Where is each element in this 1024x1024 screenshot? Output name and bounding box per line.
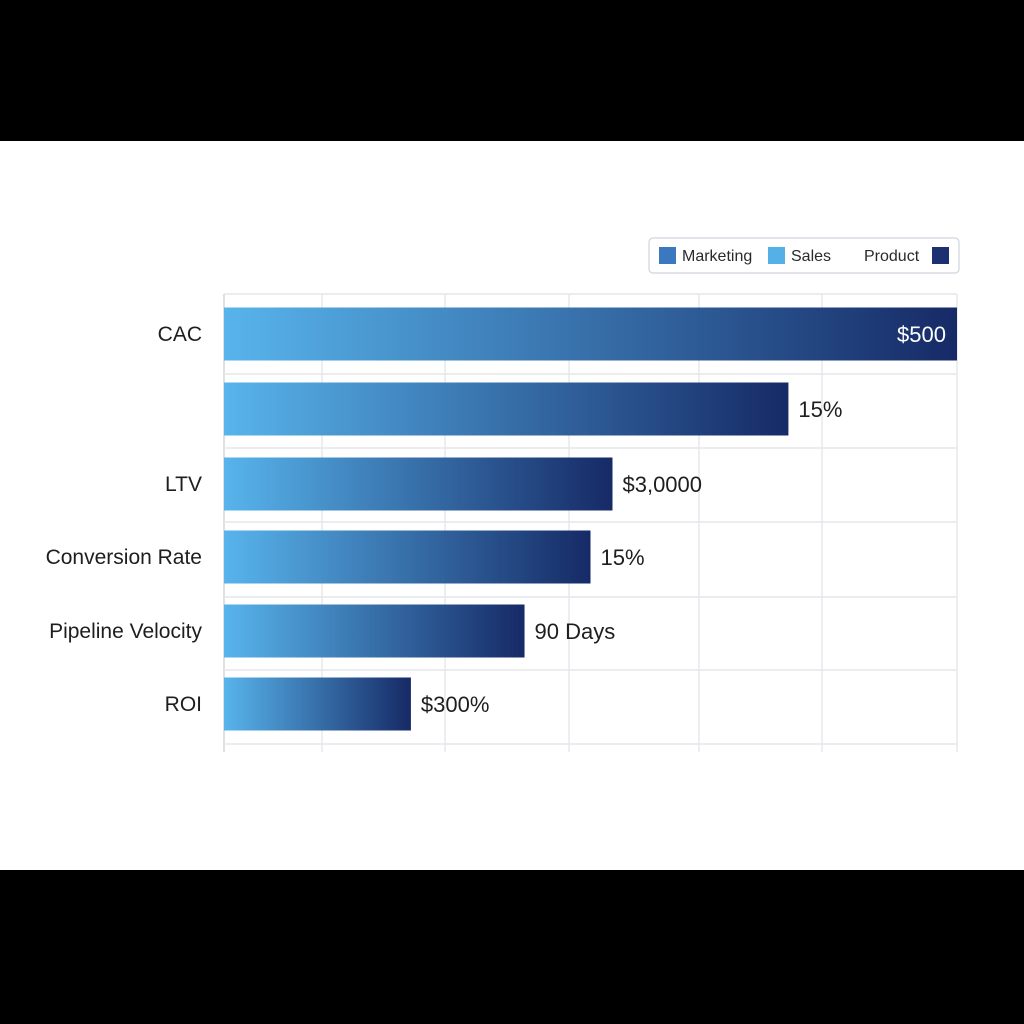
bar-conversion-rate [224,530,591,584]
top-letterbox [0,0,1024,141]
bar-unlabeled [224,382,789,436]
value-label: 15% [601,545,645,570]
legend: Marketing Sales Product [648,237,960,274]
value-label: $3,0000 [622,472,702,497]
category-label: CAC [158,323,202,346]
value-label: $500 [897,322,946,347]
bar-pipeline-velocity [224,604,525,658]
category-label: Pipeline Velocity [49,620,202,643]
legend-swatch-sales [768,247,785,264]
labels-group: CAC $500 15% LTV $3,0000 Conversion Rate 15% Pi… [46,322,946,717]
legend-box [648,237,960,274]
bar-ltv [224,457,613,511]
bar-roi [224,677,411,731]
value-label: 90 Days [535,619,616,644]
legend-label-marketing: Marketing [682,248,752,265]
bar-cac [224,307,957,361]
value-label: $300% [421,692,490,717]
gridlines [223,293,958,752]
legend-swatch-product [932,247,949,264]
legend-label-product: Product [864,248,920,265]
bars-group [224,307,957,731]
value-label: 15% [798,397,842,422]
category-label: LTV [165,473,202,496]
category-label: ROI [165,693,202,716]
legend-swatch-marketing [659,247,676,264]
legend-label-sales: Sales [791,248,831,265]
bottom-letterbox [0,870,1024,1024]
category-label: Conversion Rate [46,546,202,569]
